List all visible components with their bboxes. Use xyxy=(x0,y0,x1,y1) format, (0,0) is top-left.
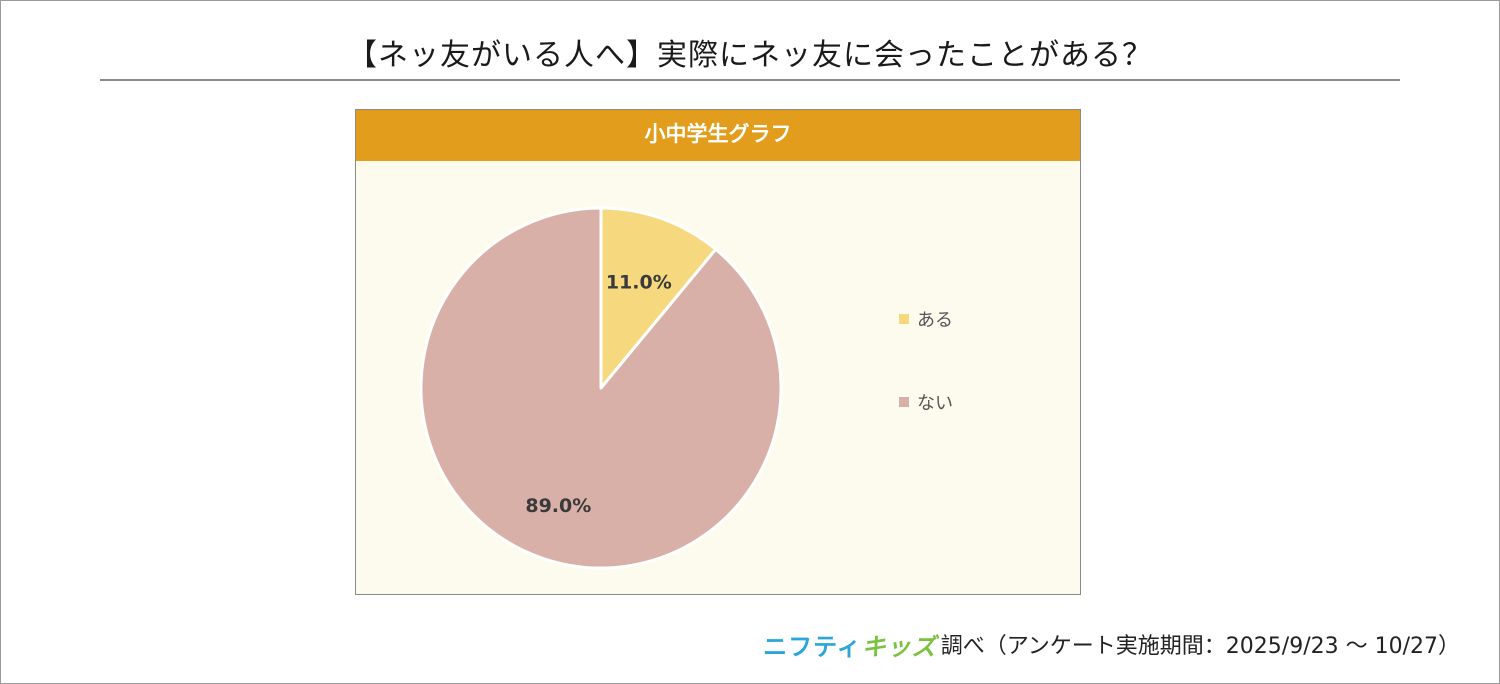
chart-panel: 小中学生グラフ 11.0% 89.0% あるない xyxy=(355,109,1081,595)
survey-period-note: 調べ（アンケート実施期間：2025/9/23 ～ 10/27） xyxy=(940,634,1460,659)
pie-slices xyxy=(419,206,783,570)
pie-data-label-2: 89.0% xyxy=(525,495,591,517)
legend-swatch xyxy=(899,314,909,324)
pie-data-label-1: 11.0% xyxy=(606,271,672,293)
pie-chart: 11.0% 89.0% xyxy=(419,206,783,570)
legend-label: ない xyxy=(917,393,953,414)
pie-slice-2 xyxy=(419,206,783,570)
title-divider xyxy=(100,79,1400,81)
source-footer: ニフティ キッズ 調べ（アンケート実施期間：2025/9/23 ～ 10/27） xyxy=(763,626,1460,662)
legend-label: ある xyxy=(917,310,953,331)
legend-swatch xyxy=(899,397,909,407)
pie-labels: 11.0% 89.0% xyxy=(525,271,671,517)
pie-slice-1 xyxy=(599,206,718,390)
brand-logo-part2: キッズ xyxy=(861,632,937,661)
brand-logo-part1: ニフティ xyxy=(763,632,862,661)
page-title: 【ネッ友がいる人へ】実際にネッ友に会ったことがある？ xyxy=(347,38,1153,73)
chart-header: 小中学生グラフ xyxy=(356,110,1080,161)
